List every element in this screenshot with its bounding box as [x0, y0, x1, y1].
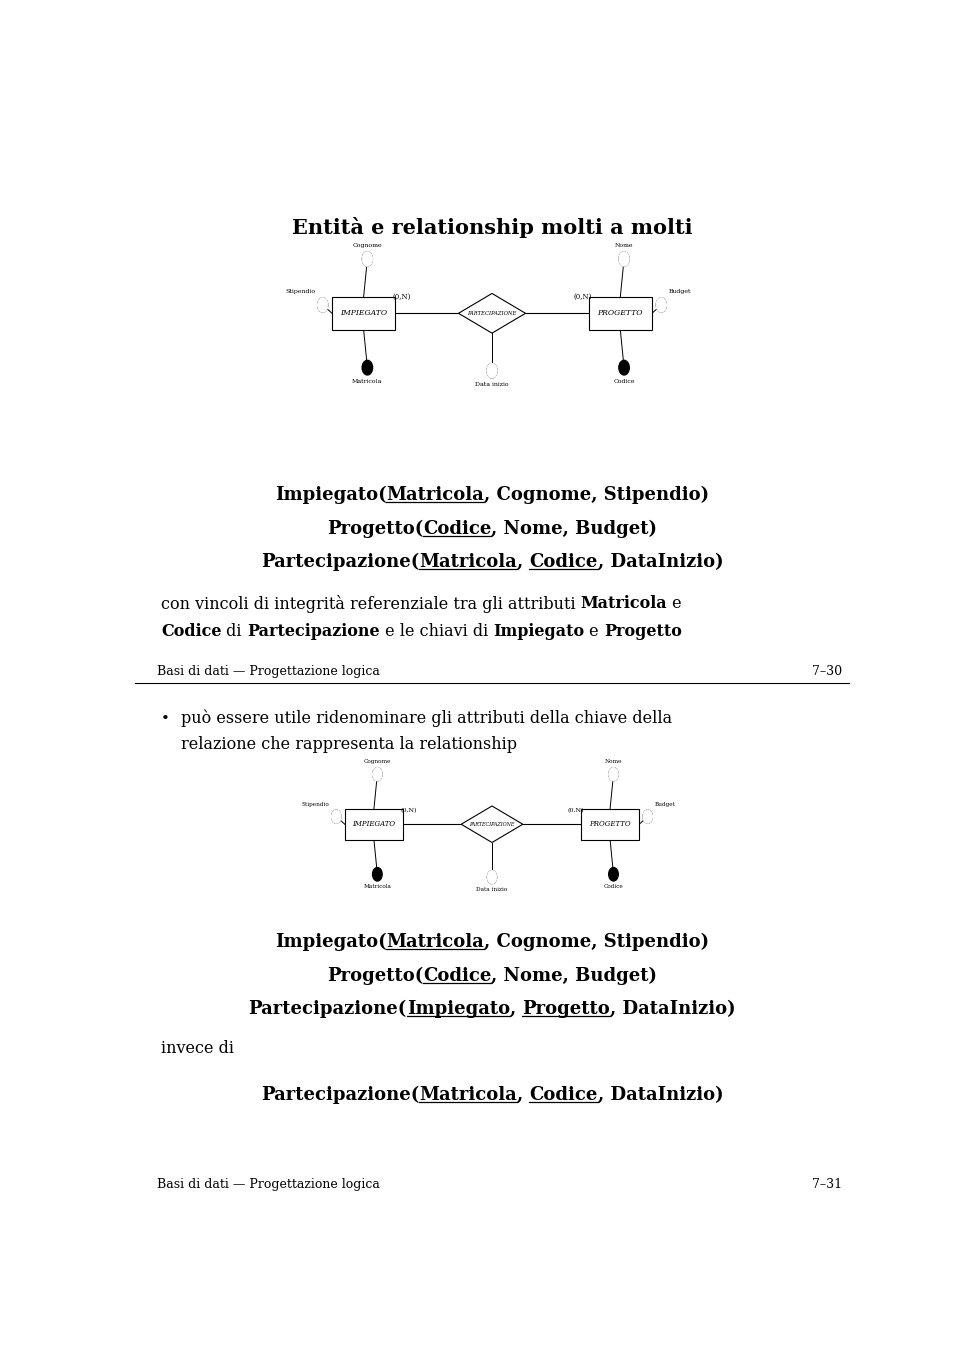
Text: Codice: Codice: [529, 554, 598, 571]
Text: 7–31: 7–31: [812, 1178, 842, 1191]
Polygon shape: [459, 293, 525, 334]
Text: Matricola: Matricola: [420, 1086, 516, 1103]
Text: relazione che rappresenta la relationship: relazione che rappresenta la relationshi…: [181, 737, 517, 753]
Text: IMPIEGATO: IMPIEGATO: [352, 820, 396, 828]
Text: Codice: Codice: [613, 379, 635, 384]
Circle shape: [488, 870, 496, 883]
Text: Codice: Codice: [604, 885, 623, 889]
Text: PROGETTO: PROGETTO: [589, 820, 631, 828]
Text: , Cognome, Stipendio): , Cognome, Stipendio): [484, 486, 709, 505]
Circle shape: [331, 810, 341, 824]
Text: Cognome: Cognome: [352, 243, 382, 248]
Text: Budget: Budget: [655, 802, 676, 806]
Circle shape: [318, 297, 328, 312]
Text: ,: ,: [516, 1086, 529, 1103]
Text: (0,N): (0,N): [567, 807, 584, 813]
Text: Stipendio: Stipendio: [301, 802, 329, 806]
Text: , DataInizio): , DataInizio): [598, 554, 723, 571]
Text: Budget: Budget: [669, 289, 691, 294]
Text: Partecipazione: Partecipazione: [247, 623, 379, 641]
Text: Impiegato: Impiegato: [493, 623, 585, 641]
Text: Data inizio: Data inizio: [475, 381, 509, 387]
Circle shape: [372, 768, 382, 782]
FancyBboxPatch shape: [581, 809, 639, 840]
Text: (0,N): (0,N): [573, 293, 592, 301]
Text: Basi di dati — Progettazione logica: Basi di dati — Progettazione logica: [157, 665, 380, 678]
Text: Codice: Codice: [423, 520, 492, 537]
Text: e: e: [585, 623, 604, 641]
Text: 7–30: 7–30: [812, 665, 842, 678]
Circle shape: [656, 297, 666, 312]
Text: Codice: Codice: [423, 966, 492, 985]
Text: PARTECIPAZIONE: PARTECIPAZIONE: [469, 822, 515, 826]
Text: con vincoli di integrità referenziale tra gli attributi: con vincoli di integrità referenziale tr…: [161, 594, 581, 613]
Text: Matricola: Matricola: [387, 934, 484, 951]
Text: Progetto(: Progetto(: [326, 520, 423, 537]
Text: PARTECIPAZIONE: PARTECIPAZIONE: [468, 311, 516, 316]
Text: Data inizio: Data inizio: [476, 887, 508, 892]
Text: Partecipazione(: Partecipazione(: [249, 1000, 407, 1018]
Text: ,: ,: [516, 554, 529, 571]
Circle shape: [487, 364, 497, 379]
Text: e: e: [667, 596, 682, 612]
Text: Matricola: Matricola: [420, 554, 516, 571]
Text: Entità e relationship molti a molti: Entità e relationship molti a molti: [292, 217, 692, 237]
Text: , Nome, Budget): , Nome, Budget): [492, 966, 658, 985]
Text: Nome: Nome: [605, 760, 622, 764]
Text: Basi di dati — Progettazione logica: Basi di dati — Progettazione logica: [157, 1178, 380, 1191]
Circle shape: [372, 867, 382, 881]
Text: Progetto(: Progetto(: [326, 966, 423, 985]
Text: Matricola: Matricola: [581, 596, 667, 612]
Circle shape: [609, 867, 618, 881]
Text: Matricola: Matricola: [352, 379, 383, 384]
Text: ,: ,: [510, 1000, 522, 1018]
Text: Partecipazione(: Partecipazione(: [261, 1086, 420, 1105]
Circle shape: [609, 768, 618, 782]
Text: IMPIEGATO: IMPIEGATO: [340, 309, 387, 318]
Text: può essere utile ridenominare gli attributi della chiave della: può essere utile ridenominare gli attrib…: [181, 710, 672, 727]
Text: Matricola: Matricola: [387, 486, 484, 503]
Text: Impiegato(: Impiegato(: [275, 486, 387, 505]
Text: , Nome, Budget): , Nome, Budget): [492, 520, 658, 537]
Text: e le chiavi di: e le chiavi di: [379, 623, 493, 641]
FancyBboxPatch shape: [588, 297, 652, 330]
Circle shape: [619, 251, 629, 266]
Text: , Cognome, Stipendio): , Cognome, Stipendio): [484, 934, 709, 951]
Polygon shape: [461, 806, 523, 843]
Text: (0,N): (0,N): [400, 807, 417, 813]
Circle shape: [619, 361, 629, 375]
Text: Partecipazione(: Partecipazione(: [261, 552, 420, 571]
Text: Progetto: Progetto: [522, 1000, 610, 1018]
Text: Nome: Nome: [614, 243, 634, 248]
Text: PROGETTO: PROGETTO: [597, 309, 643, 318]
Text: Progetto: Progetto: [604, 623, 682, 641]
Text: Codice: Codice: [529, 1086, 598, 1103]
Text: , DataInizio): , DataInizio): [598, 1086, 723, 1103]
Text: Impiegato(: Impiegato(: [275, 934, 387, 951]
Text: invece di: invece di: [161, 1041, 234, 1057]
Text: Matricola: Matricola: [364, 885, 392, 889]
Circle shape: [362, 361, 372, 375]
FancyBboxPatch shape: [345, 809, 403, 840]
Text: Codice: Codice: [161, 623, 222, 641]
Text: (0,N): (0,N): [392, 293, 411, 301]
Text: Cognome: Cognome: [364, 760, 391, 764]
Text: Impiegato: Impiegato: [407, 1000, 510, 1018]
Text: di: di: [222, 623, 247, 641]
Text: Stipendio: Stipendio: [285, 289, 315, 294]
Text: , DataInizio): , DataInizio): [610, 1000, 735, 1018]
Circle shape: [643, 810, 653, 824]
Circle shape: [362, 251, 372, 266]
FancyBboxPatch shape: [332, 297, 396, 330]
Text: •: •: [161, 711, 170, 726]
